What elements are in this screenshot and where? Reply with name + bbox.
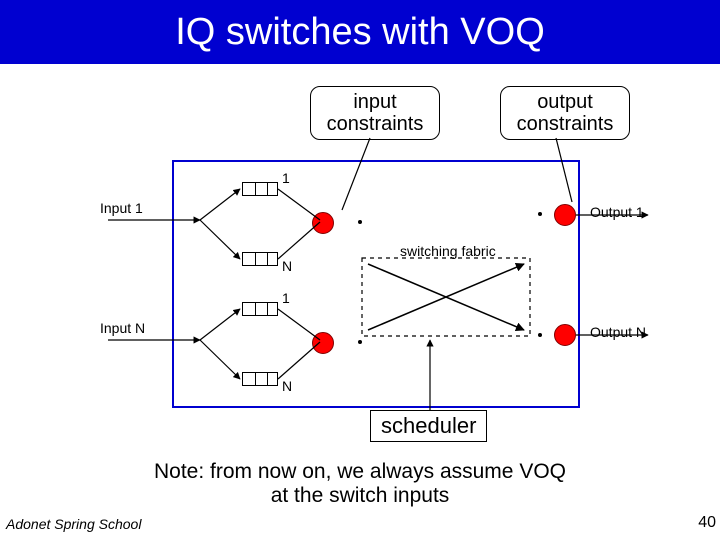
footer-left: Adonet Spring School — [6, 516, 141, 532]
label-input-n: Input N — [100, 320, 145, 336]
note-line1: Note: from now on, we always assume VOQ — [154, 460, 566, 483]
voq-n-n-label: N — [282, 378, 292, 394]
callout-output-constraints: output constraints — [500, 86, 630, 140]
label-switching-fabric: switching fabric — [400, 243, 496, 259]
hol-dot-input-n — [312, 332, 334, 354]
callout-output-line2: constraints — [517, 113, 614, 135]
note-text: Note: from now on, we always assume VOQ … — [0, 460, 720, 508]
voq-n-1-label: 1 — [282, 290, 290, 306]
footer-right: 40 — [698, 514, 716, 532]
label-output-n: Output N — [590, 324, 646, 340]
title-bar: IQ switches with VOQ — [0, 0, 720, 64]
callout-output-line1: output — [537, 91, 593, 113]
voq-1-1 — [242, 182, 278, 196]
callout-input-line1: input — [353, 91, 396, 113]
switch-box — [172, 160, 580, 408]
callout-input-line2: constraints — [327, 113, 424, 135]
voq-n-1 — [242, 302, 278, 316]
label-input-1: Input 1 — [100, 200, 143, 216]
callout-input-constraints: input constraints — [310, 86, 440, 140]
scheduler-label: scheduler — [381, 413, 476, 438]
page-title: IQ switches with VOQ — [175, 11, 545, 54]
voq-1-n-label: N — [282, 258, 292, 274]
note-line2: at the switch inputs — [271, 484, 450, 507]
label-output-1: Output 1 — [590, 204, 644, 220]
hol-dot-output-n — [554, 324, 576, 346]
voq-1-1-label: 1 — [282, 170, 290, 186]
scheduler-box: scheduler — [370, 410, 487, 442]
hol-dot-input-1 — [312, 212, 334, 234]
voq-n-n — [242, 372, 278, 386]
voq-1-n — [242, 252, 278, 266]
hol-dot-output-1 — [554, 204, 576, 226]
